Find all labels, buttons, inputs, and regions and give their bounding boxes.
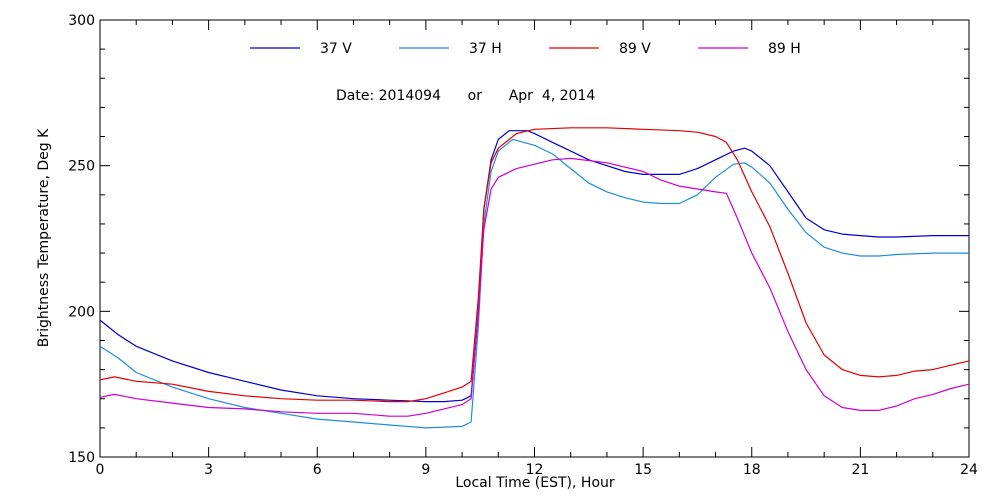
- series-lines: [99, 127, 970, 429]
- y-tick-label: 300: [68, 13, 95, 29]
- x-tick-label: 6: [313, 462, 322, 478]
- legend-label: 89 V: [619, 41, 651, 57]
- legend-label: 37 H: [469, 41, 502, 57]
- series-line-89-h: [99, 157, 970, 417]
- series-line-37-h: [99, 138, 969, 429]
- series-line-89-v: [99, 127, 970, 403]
- y-tick-label: 150: [68, 450, 95, 466]
- y-axis-label: Brightness Temperature, Deg K: [36, 128, 52, 347]
- legend-label: 37 V: [320, 41, 352, 57]
- y-tick-label: 250: [68, 159, 95, 175]
- legend-label: 89 H: [768, 41, 801, 57]
- legend: 37 V 37 H 89 V 89 H: [250, 41, 801, 57]
- axis-tick-labels: 0 3 6 9 12 15 18 21 24 150 200 250 300: [68, 13, 978, 478]
- x-tick-label: 15: [634, 462, 652, 478]
- x-tick-label: 3: [204, 462, 213, 478]
- x-tick-label: 12: [526, 462, 544, 478]
- y-tick-label: 200: [68, 304, 95, 320]
- x-tick-label: 21: [851, 462, 869, 478]
- x-tick-label: 0: [96, 462, 105, 478]
- x-tick-label: 9: [421, 462, 430, 478]
- x-tick-label: 18: [743, 462, 761, 478]
- plot-frame: [99, 19, 970, 458]
- x-axis-label: Local Time (EST), Hour: [455, 475, 615, 491]
- series-line-37-v: [99, 130, 969, 403]
- axis-ticks: [99, 19, 970, 458]
- x-tick-label: 24: [960, 462, 978, 478]
- date-label: Date: 2014094 or Apr 4, 2014: [336, 88, 595, 104]
